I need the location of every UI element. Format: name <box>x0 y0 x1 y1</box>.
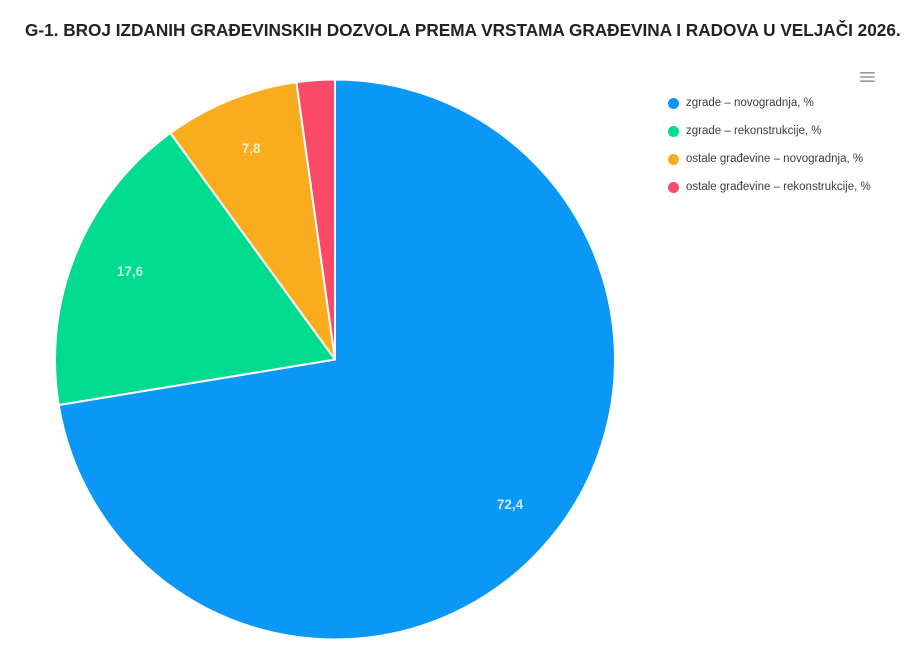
svg-text:7,8: 7,8 <box>242 141 261 156</box>
svg-text:72,4: 72,4 <box>497 497 524 512</box>
svg-text:17,6: 17,6 <box>117 264 144 279</box>
